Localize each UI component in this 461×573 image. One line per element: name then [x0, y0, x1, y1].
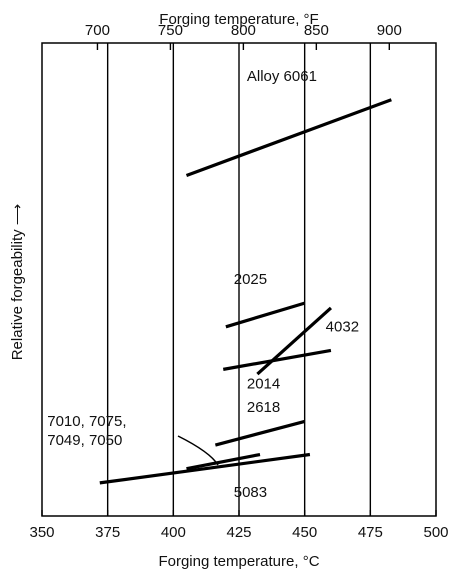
top-tick-label-800: 800 [231, 22, 256, 39]
top-tick-label-900: 900 [377, 22, 402, 39]
annotation-2014: 2014 [247, 375, 280, 392]
series-line-4032 [256, 306, 333, 376]
annotation-5083: 5083 [234, 484, 267, 501]
annotation-4032: 4032 [326, 319, 359, 336]
series-group [99, 98, 392, 485]
x-tick-label-500: 500 [423, 524, 448, 541]
annotation-alloy-6061: Alloy 6061 [247, 68, 317, 85]
bottom-axis-title: Forging temperature, °C [158, 553, 319, 570]
x-tick-label-400: 400 [161, 524, 186, 541]
top-tick-label-850: 850 [304, 22, 329, 39]
top-tick-label-700: 700 [85, 22, 110, 39]
annotation-2618: 2618 [247, 399, 280, 416]
annotation-7010-7075: 7010, 7075, [47, 413, 126, 430]
series-line-7010-7075-7049-7050 [186, 452, 261, 471]
x-tick-label-350: 350 [29, 524, 54, 541]
x-tick-label-450: 450 [292, 524, 317, 541]
x-tick-label-425: 425 [226, 524, 251, 541]
series-line-alloy-6061 [185, 98, 392, 177]
bottom-axis: 350 375 400 425 450 475 500 [29, 510, 449, 541]
annotation-7049-7050: 7049, 7050 [47, 432, 122, 449]
callout-leader [177, 435, 219, 466]
annotation-2025: 2025 [234, 271, 267, 288]
annotations: Alloy 6061 2025 4032 2014 2618 7010, 7075, 704… [47, 68, 359, 501]
series-line-2618 [214, 419, 306, 447]
series-line-5083 [99, 452, 311, 485]
top-axis-title: Forging temperature, °F [159, 11, 318, 28]
x-tick-label-475: 475 [358, 524, 383, 541]
top-axis: 700 750 800 850 900 [85, 22, 402, 50]
series-line-2025 [225, 301, 306, 329]
x-tick-label-375: 375 [95, 524, 120, 541]
top-tick-label-750: 750 [158, 22, 183, 39]
series-line-2014 [222, 348, 332, 371]
y-axis-title: Relative forgeability ⟶ [9, 204, 26, 361]
